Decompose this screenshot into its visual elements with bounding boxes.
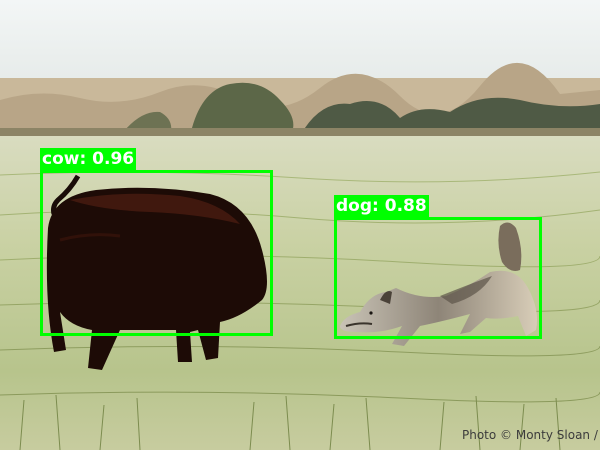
cow-animal xyxy=(46,174,267,370)
background-brush xyxy=(0,62,600,138)
dog-bounding-box xyxy=(334,217,542,339)
cow-detection-label: cow: 0.96 xyxy=(40,148,137,170)
dog-animal xyxy=(340,222,537,346)
dog-detection-label: dog: 0.88 xyxy=(334,195,429,217)
photo-credit: Photo © Monty Sloan / W xyxy=(462,428,600,442)
cow-bounding-box xyxy=(40,170,273,336)
